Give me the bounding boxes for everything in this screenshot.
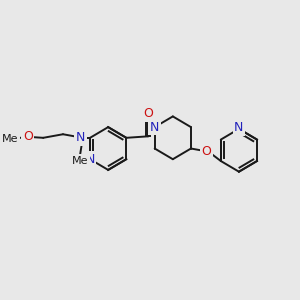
Text: O: O — [143, 107, 153, 120]
Text: N: N — [85, 153, 95, 166]
Text: Me: Me — [2, 134, 18, 144]
Text: N: N — [150, 121, 159, 134]
Text: Me: Me — [72, 156, 88, 166]
Text: N: N — [234, 121, 244, 134]
Text: O: O — [23, 130, 33, 142]
Text: O: O — [201, 145, 211, 158]
Text: N: N — [76, 131, 85, 144]
